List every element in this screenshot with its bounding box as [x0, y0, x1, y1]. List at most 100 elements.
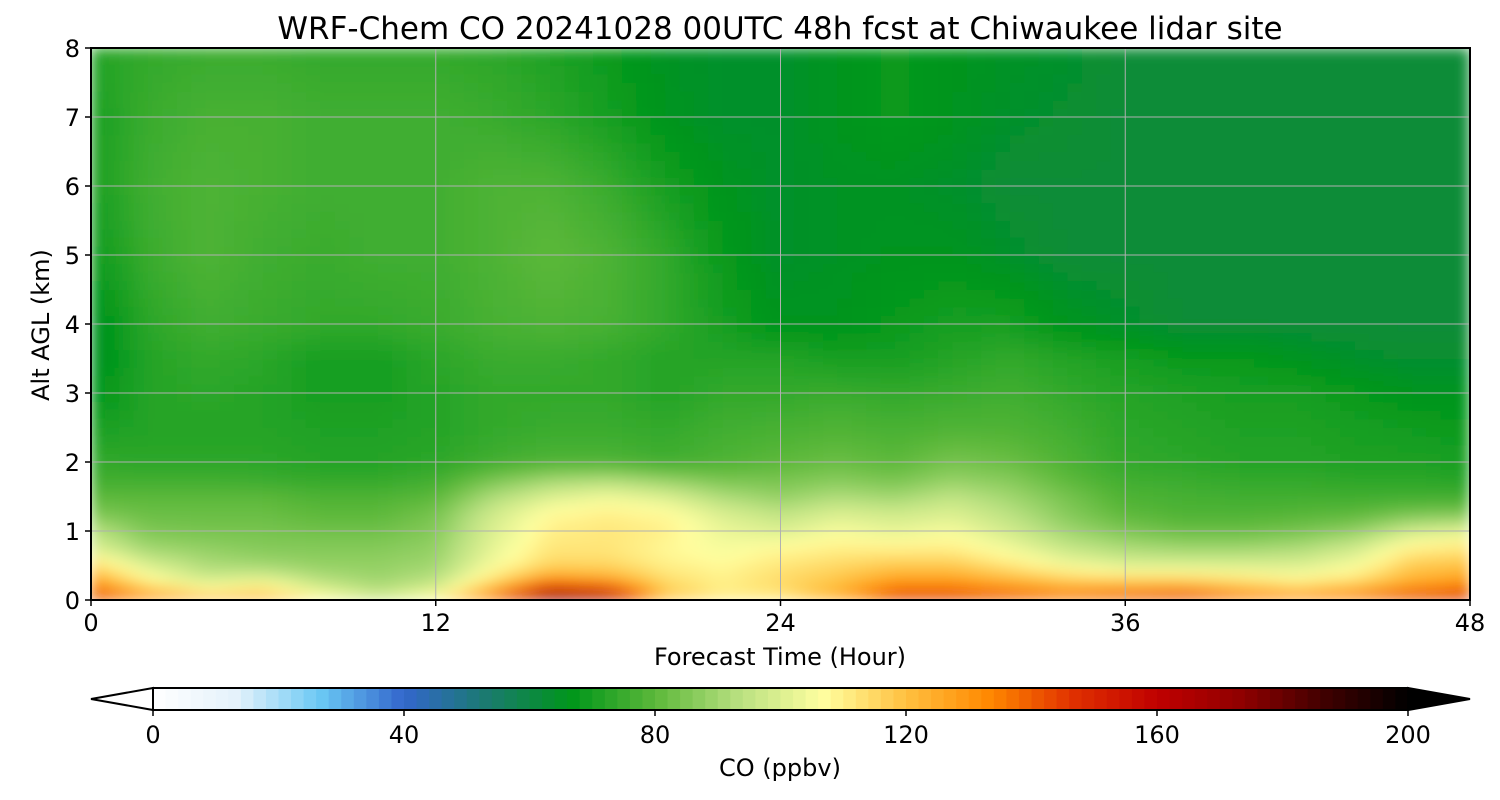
heatmap-cell [507, 565, 523, 575]
heatmap-cell [1368, 263, 1385, 273]
heatmap-cell [1455, 349, 1470, 359]
heatmap-cell [1139, 263, 1155, 273]
heatmap-cell [1440, 590, 1457, 600]
heatmap-cell [708, 375, 724, 385]
heatmap-cell [981, 573, 997, 584]
heatmap-cell [621, 332, 638, 342]
heatmap-cell [420, 556, 437, 566]
heatmap-cell [219, 271, 236, 282]
heatmap-cell [234, 202, 250, 213]
heatmap-cell [1268, 478, 1284, 489]
heatmap-cell [449, 504, 465, 515]
heatmap-cell [406, 521, 422, 532]
heatmap-cell [650, 271, 667, 282]
heatmap-cell [320, 176, 336, 187]
heatmap-cell [636, 478, 652, 489]
heatmap-cell [1383, 349, 1399, 359]
heatmap-cell [1340, 211, 1356, 221]
heatmap-cell [1139, 590, 1155, 600]
heatmap-cell [780, 427, 796, 437]
heatmap-cell [1397, 470, 1414, 480]
heatmap-cell [406, 487, 422, 497]
heatmap-cell [1038, 366, 1054, 377]
heatmap-cell [262, 582, 279, 592]
heatmap-cell [1096, 521, 1112, 532]
heatmap-cell [1383, 220, 1399, 230]
heatmap-cell [564, 194, 580, 204]
heatmap-cell [1412, 366, 1428, 377]
heatmap-cell [1268, 496, 1284, 506]
heatmap-cell [607, 159, 623, 170]
heatmap-cell [1412, 245, 1428, 256]
heatmap-cell [1210, 556, 1227, 566]
heatmap-cell [377, 401, 394, 411]
heatmap-cell [938, 185, 954, 196]
heatmap-cell [1167, 461, 1184, 472]
heatmap-cell [1282, 470, 1299, 480]
heatmap-cell [449, 409, 465, 420]
heatmap-cell [406, 151, 422, 161]
heatmap-cell [349, 228, 365, 239]
heatmap-cell [392, 573, 408, 584]
heatmap-cell [1340, 159, 1356, 170]
heatmap-cell [1254, 539, 1270, 549]
heatmap-cell [636, 504, 652, 515]
heatmap-cell [277, 427, 293, 437]
heatmap-cell [851, 323, 868, 334]
heatmap-cell [1368, 530, 1385, 541]
heatmap-cell [1009, 582, 1026, 592]
heatmap-cell [507, 547, 523, 558]
heatmap-cell [1225, 435, 1241, 446]
heatmap-cell [334, 228, 351, 239]
heatmap-cell [1182, 418, 1198, 428]
heatmap-cell [1038, 435, 1054, 446]
heatmap-cell [1052, 409, 1069, 420]
heatmap-cell [909, 263, 925, 273]
heatmap-cell [1440, 358, 1457, 368]
heatmap-cell [1153, 332, 1169, 342]
heatmap-cell [550, 418, 566, 428]
heatmap-cell [780, 194, 796, 204]
heatmap-cell [1153, 427, 1169, 437]
heatmap-cell [794, 418, 810, 428]
heatmap-cell [981, 280, 997, 290]
heatmap-cell [262, 461, 279, 472]
heatmap-cell [866, 444, 882, 454]
heatmap-cell [1096, 168, 1112, 178]
heatmap-cell [823, 263, 839, 273]
heatmap-cell [736, 332, 753, 342]
heatmap-cell [91, 211, 106, 221]
heatmap-cell [1368, 332, 1385, 342]
heatmap-cell [492, 452, 509, 463]
heatmap-cell [923, 228, 940, 239]
heatmap-cell [794, 340, 810, 351]
heatmap-cell [133, 168, 149, 178]
heatmap-cell [535, 220, 552, 230]
heatmap-cell [607, 237, 623, 247]
heatmap-cell [1268, 565, 1284, 575]
heatmap-cell [823, 435, 839, 446]
heatmap-cell [449, 461, 465, 472]
heatmap-cell [593, 254, 609, 265]
heatmap-cell [320, 547, 336, 558]
heatmap-cell [377, 470, 394, 480]
heatmap-cell [1325, 323, 1342, 334]
heatmap-cell [966, 349, 983, 359]
heatmap-cell [1009, 323, 1026, 334]
heatmap-cell [952, 194, 968, 204]
heatmap-cell [607, 375, 623, 385]
heatmap-cell [535, 556, 552, 566]
heatmap-cell [1024, 349, 1040, 359]
heatmap-cell [1397, 306, 1414, 316]
heatmap-cell [923, 496, 940, 506]
heatmap-cell [349, 306, 365, 316]
heatmap-cell [176, 444, 193, 454]
heatmap-cell [1325, 409, 1342, 420]
heatmap-cell [277, 271, 293, 282]
heatmap-cell [119, 392, 135, 403]
heatmap-cell [349, 176, 365, 187]
heatmap-cell [981, 271, 997, 282]
heatmap-cell [1052, 556, 1069, 566]
heatmap-cell [765, 383, 781, 394]
heatmap-cell [679, 539, 695, 549]
